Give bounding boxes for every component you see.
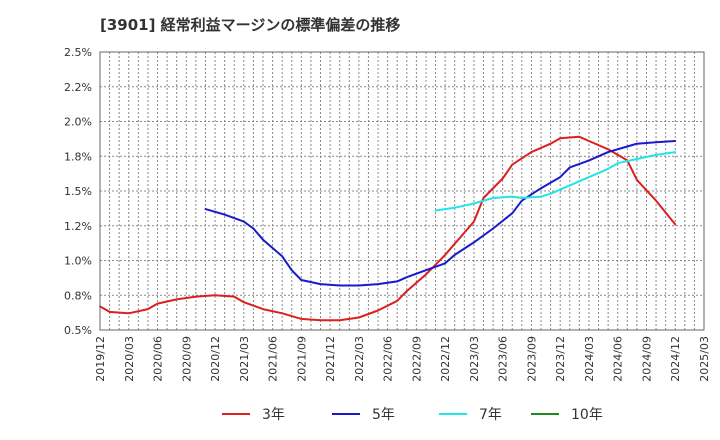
plot-border	[99, 51, 705, 331]
x-tick-label: 2025/03	[698, 336, 711, 382]
x-tick-label: 2020/03	[123, 336, 136, 382]
y-tick-label: 0.5%	[64, 324, 92, 337]
series-lines	[99, 135, 677, 322]
x-tick-label: 2022/03	[353, 336, 366, 382]
x-tick-label: 2024/09	[640, 336, 653, 382]
legend-label: 10年	[571, 407, 603, 423]
x-tick-label: 2022/12	[439, 336, 452, 382]
x-tick-label: 2021/06	[267, 336, 280, 382]
y-tick-label: 1.8%	[64, 150, 92, 163]
x-tick-label: 2020/12	[209, 336, 222, 382]
x-tick-label: 2023/03	[468, 336, 481, 382]
y-tick-label: 1.5%	[64, 185, 92, 198]
y-tick-label: 1.0%	[64, 255, 92, 268]
series-line-3年	[99, 135, 677, 322]
x-tick-label: 2021/12	[324, 336, 337, 382]
y-axis-ticks: 2.5% 2.2% 2.0% 1.8% 1.5% 1.2% 1.0% 0.8% 0.5%	[64, 46, 92, 337]
x-tick-label: 2024/06	[612, 336, 625, 382]
series-line-7年	[434, 151, 677, 212]
y-tick-label: 2.2%	[64, 81, 92, 94]
y-tick-label: 1.2%	[64, 220, 92, 233]
legend-label: 5年	[372, 407, 395, 423]
x-tick-label: 2023/12	[554, 336, 567, 382]
y-tick-label: 2.0%	[64, 116, 92, 129]
series-line-5年	[204, 140, 677, 287]
x-tick-label: 2022/09	[410, 336, 423, 382]
x-tick-label: 2020/06	[152, 336, 165, 382]
x-tick-label: 2022/06	[382, 336, 395, 382]
legend: 3年 5年 7年 10年	[222, 407, 603, 423]
chart-title: [3901] 経常利益マージンの標準偏差の推移	[100, 16, 401, 34]
x-tick-label: 2021/03	[238, 336, 251, 382]
legend-label: 7年	[479, 407, 502, 423]
y-tick-label: 0.8%	[64, 289, 92, 302]
x-tick-label: 2021/09	[295, 336, 308, 382]
x-tick-label: 2023/06	[497, 336, 510, 382]
x-axis-ticks: 2019/12 2020/03 2020/06 2020/09 2020/12 2021/…	[94, 336, 711, 382]
x-tick-label: 2024/03	[583, 336, 596, 382]
x-tick-label: 2019/12	[94, 336, 107, 382]
x-tick-label: 2024/12	[669, 336, 682, 382]
y-tick-label: 2.5%	[64, 46, 92, 59]
x-tick-label: 2020/09	[180, 336, 193, 382]
x-tick-label: 2023/09	[525, 336, 538, 382]
legend-label: 3年	[262, 407, 285, 423]
